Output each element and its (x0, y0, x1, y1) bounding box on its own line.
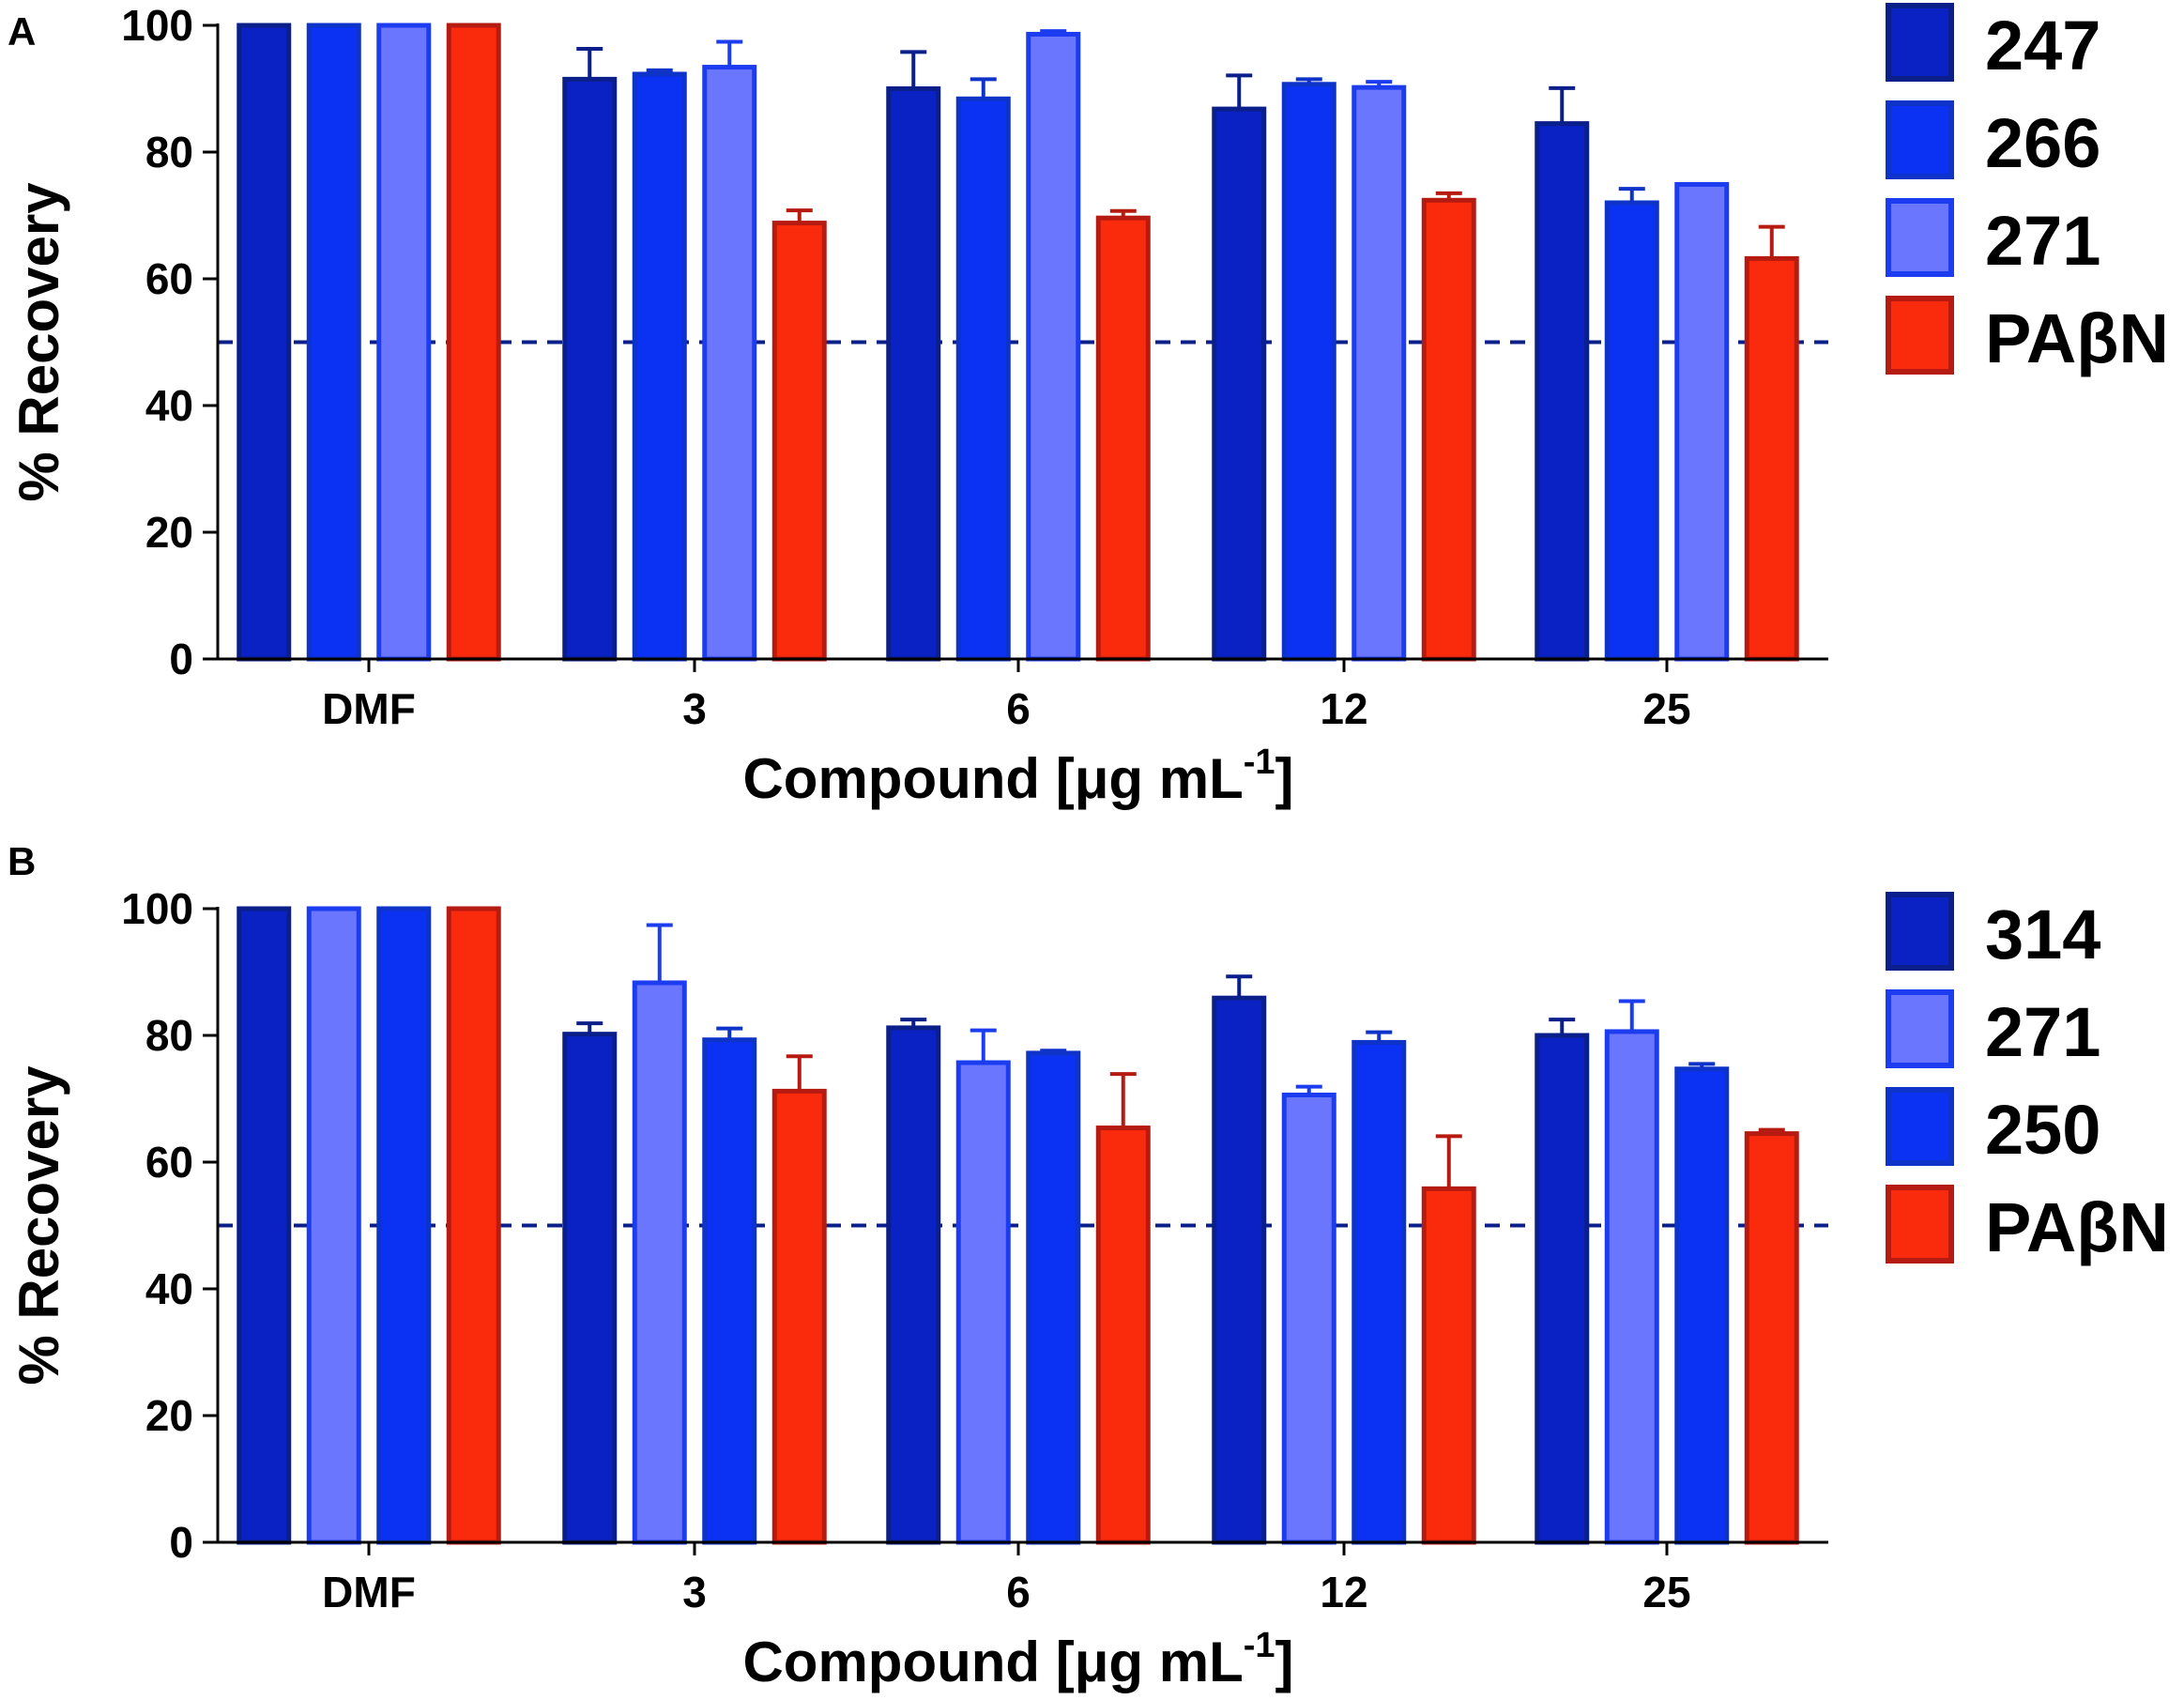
panel-b: B 0 20 40 60 80 100 DMF 3 6 12 25 Compound [μg mL-1]… (8, 839, 2169, 1693)
bar-271-3 (702, 65, 757, 662)
bar-250-6 (1026, 1050, 1081, 1545)
legend-swatch (1886, 989, 1954, 1068)
legend-label: 314 (1985, 896, 2100, 973)
legend-label: PAβN (1985, 1188, 2169, 1266)
bar-314-DMF (237, 906, 292, 1545)
legend-swatch (1886, 198, 1954, 277)
bar-250-12 (1352, 1039, 1407, 1545)
bar-250-3 (702, 1037, 757, 1545)
bar-PAβN-12 (1421, 1186, 1476, 1545)
legend-label: 271 (1985, 202, 2100, 280)
bar-314-25 (1535, 1033, 1590, 1545)
panel-a: A 0 20 40 60 80 100 DMF 3 6 12 25 Compound [μg mL-1]… (8, 1, 2169, 810)
y-tick-label: 0 (169, 635, 193, 683)
legend-label: PAβN (1985, 299, 2169, 377)
panel-letter: B (8, 839, 36, 883)
bar-271-6 (955, 1060, 1011, 1545)
legend-label: 271 (1985, 993, 2100, 1071)
bar-PAβN-25 (1744, 255, 1799, 662)
legend-swatch (1886, 1087, 1954, 1166)
bar-271-25 (1604, 1029, 1659, 1545)
bar-271-DMF (376, 23, 432, 662)
bar-247-6 (886, 86, 941, 662)
legend-swatch (1886, 3, 1954, 82)
legend-swatch (1886, 296, 1954, 375)
x-tick-label: 6 (1006, 1568, 1031, 1616)
bar-266-6 (955, 96, 1011, 662)
bar-PAβN-DMF (446, 906, 501, 1545)
bar-271-3 (632, 980, 687, 1545)
x-tick-label: 12 (1320, 684, 1367, 733)
bar-314-3 (562, 1032, 618, 1545)
y-axis-title: % Recovery (8, 1065, 70, 1386)
y-tick-label: 60 (145, 1138, 193, 1187)
x-axis-title-end: ] (1275, 1631, 1294, 1693)
bar-266-DMF (306, 23, 361, 662)
bar-271-25 (1674, 181, 1730, 662)
bar-247-25 (1535, 121, 1590, 662)
x-tick-label: 3 (682, 1568, 707, 1616)
legend-label: 247 (1985, 7, 2100, 84)
y-tick-label: 100 (121, 884, 193, 933)
x-axis-title-mu: μ (1075, 747, 1109, 810)
x-tick-label: 3 (682, 684, 707, 733)
bar-314-12 (1212, 995, 1267, 1545)
x-axis-title-sup: -1 (1244, 743, 1275, 782)
bar-250-25 (1674, 1066, 1730, 1545)
legend-swatch (1886, 1185, 1954, 1264)
x-tick-label: 25 (1642, 684, 1690, 733)
bar-271-12 (1352, 84, 1407, 662)
x-axis-title-unit: g mL (1108, 1631, 1243, 1693)
bar-PAβN-12 (1421, 197, 1476, 662)
bar-PAβN-6 (1095, 1126, 1151, 1545)
x-axis-title-unit: g mL (1108, 747, 1243, 810)
legend-label: 266 (1985, 104, 2100, 182)
x-axis-title: Compound [μg mL-1] (742, 1626, 1293, 1693)
y-tick-label: 40 (145, 1264, 193, 1313)
y-tick-label: 100 (121, 1, 193, 50)
bar-247-3 (562, 76, 618, 662)
y-tick-label: 20 (145, 1391, 193, 1440)
x-axis-title-mu: μ (1075, 1631, 1109, 1693)
x-axis-title-main: Compound [ (742, 747, 1074, 810)
y-axis-title: % Recovery (8, 182, 70, 502)
bar-271-12 (1281, 1092, 1336, 1545)
legend-swatch (1886, 892, 1954, 971)
legend-label: 250 (1985, 1091, 2100, 1169)
bar-PAβN-3 (771, 221, 827, 662)
y-tick-label: 20 (145, 508, 193, 557)
bar-PAβN-25 (1744, 1131, 1799, 1545)
y-tick-label: 80 (145, 1011, 193, 1060)
bar-PAβN-6 (1095, 215, 1151, 662)
bar-314-6 (886, 1025, 941, 1545)
x-tick-label: 25 (1642, 1568, 1690, 1616)
x-tick-label: DMF (322, 1568, 416, 1616)
x-tick-label: 12 (1320, 1568, 1367, 1616)
y-tick-label: 60 (145, 254, 193, 303)
panel-letter: A (8, 9, 36, 54)
bar-PAβN-3 (771, 1088, 827, 1545)
x-axis-title-main: Compound [ (742, 1631, 1074, 1693)
bar-271-6 (1026, 31, 1081, 662)
x-axis-title: Compound [μg mL-1] (742, 743, 1293, 810)
x-tick-label: 6 (1006, 684, 1031, 733)
bar-266-12 (1281, 82, 1336, 662)
y-tick-label: 40 (145, 381, 193, 430)
bar-266-25 (1604, 200, 1659, 662)
legend-swatch (1886, 100, 1954, 179)
bar-247-12 (1212, 106, 1267, 662)
bar-271-DMF (306, 906, 361, 1545)
bar-247-DMF (237, 23, 292, 662)
bar-250-DMF (376, 906, 432, 1545)
bar-266-3 (632, 71, 687, 662)
x-tick-label: DMF (322, 684, 416, 733)
x-axis-title-sup: -1 (1244, 1626, 1275, 1665)
y-tick-label: 0 (169, 1518, 193, 1567)
bar-PAβN-DMF (446, 23, 501, 662)
y-tick-label: 80 (145, 128, 193, 176)
x-axis-title-end: ] (1275, 747, 1294, 810)
